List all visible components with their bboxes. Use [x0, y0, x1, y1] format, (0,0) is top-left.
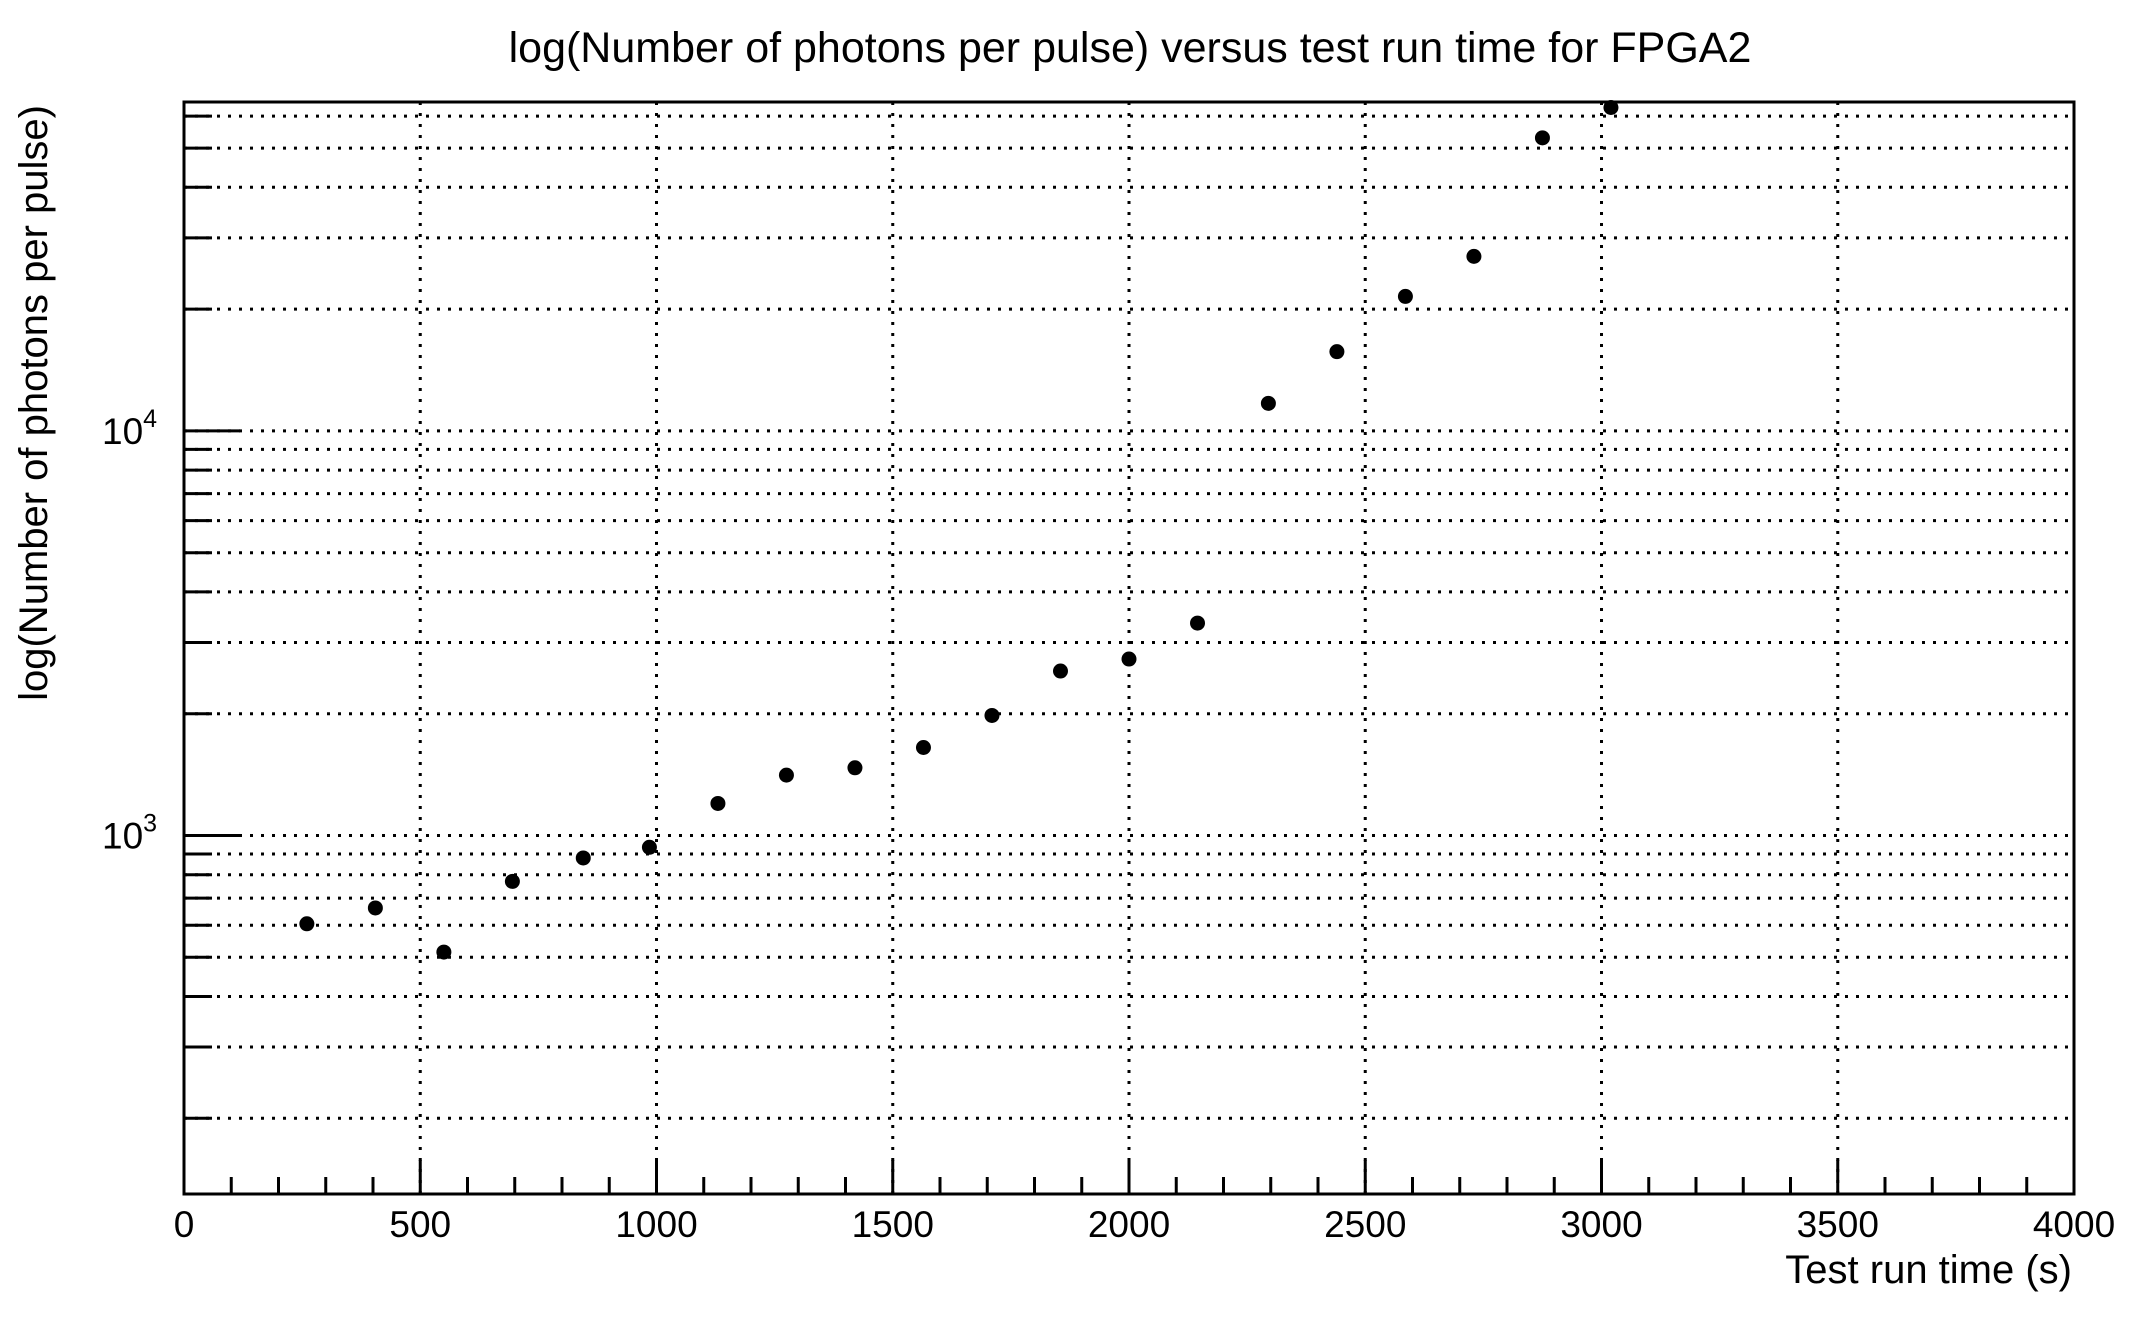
- x-tick-label: 2500: [1324, 1204, 1406, 1245]
- y-tick-exponent: 3: [143, 810, 157, 838]
- data-point: [1603, 99, 1619, 115]
- x-tick-label: 1500: [852, 1204, 934, 1245]
- y-tick-base: 10: [102, 411, 143, 452]
- axis-ticks: [182, 114, 2076, 1194]
- grid-lines: [184, 102, 2074, 1194]
- y-tick-label: 103: [102, 810, 157, 857]
- y-tick-base: 10: [102, 816, 143, 857]
- data-point: [915, 740, 931, 756]
- y-tick-exponent: 4: [143, 405, 157, 433]
- data-point: [575, 850, 591, 866]
- data-point: [1190, 615, 1206, 631]
- data-point: [1534, 130, 1550, 146]
- data-points: [299, 99, 1619, 960]
- x-axis-tick-labels: 0 500 1000 1500 2000 2500 3000 3500 4000: [174, 1204, 2115, 1245]
- data-point: [504, 873, 520, 889]
- x-tick-label: 1000: [615, 1204, 697, 1245]
- x-tick-label: 0: [174, 1204, 195, 1245]
- data-point: [1329, 344, 1345, 360]
- x-axis-title: Test run time (s): [1785, 1248, 2072, 1292]
- data-point: [710, 795, 726, 811]
- data-point: [1397, 288, 1413, 304]
- data-point: [367, 900, 383, 916]
- x-tick-label: 2000: [1088, 1204, 1170, 1245]
- x-tick-label: 3000: [1560, 1204, 1642, 1245]
- y-tick-label: 104: [102, 405, 157, 452]
- data-point: [984, 707, 1000, 723]
- x-tick-label: 4000: [2033, 1204, 2115, 1245]
- data-point: [1121, 651, 1137, 667]
- data-point: [1466, 248, 1482, 264]
- data-point: [778, 767, 794, 783]
- data-point: [641, 839, 657, 855]
- data-point: [299, 916, 315, 932]
- x-tick-label: 3500: [1797, 1204, 1879, 1245]
- y-axis-title: log(Number of photons per pulse): [12, 105, 56, 701]
- data-point: [847, 760, 863, 776]
- data-point: [1260, 395, 1276, 411]
- data-point: [436, 944, 452, 960]
- plot-frame: [182, 100, 2076, 1196]
- chart-title: log(Number of photons per pulse) versus …: [509, 24, 1752, 72]
- data-point: [1052, 663, 1068, 679]
- x-tick-label: 500: [389, 1204, 451, 1245]
